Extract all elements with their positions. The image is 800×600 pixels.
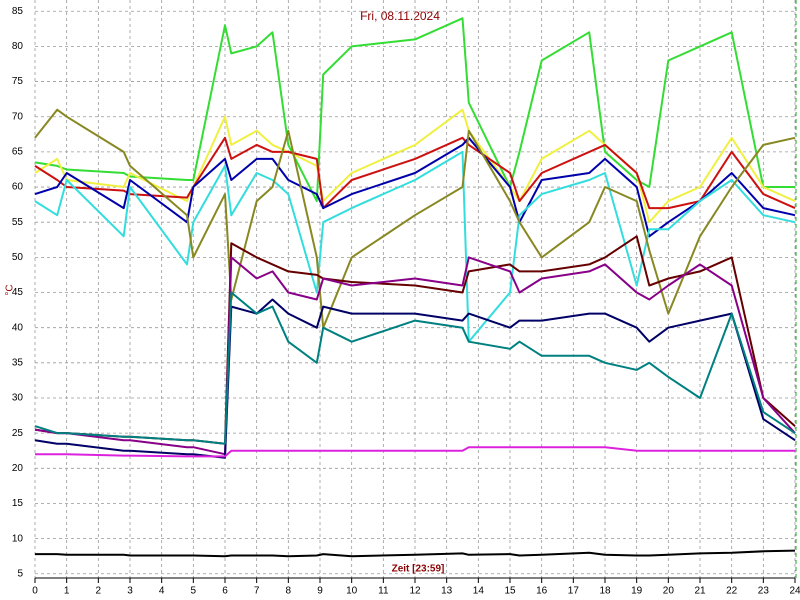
y-tick-label: 35 bbox=[12, 357, 24, 368]
x-tick-label: 15 bbox=[504, 586, 516, 597]
y-tick-label: 25 bbox=[12, 428, 24, 439]
y-tick-label: 30 bbox=[12, 393, 24, 404]
x-tick-label: 7 bbox=[254, 586, 260, 597]
series-line bbox=[34, 136, 796, 238]
y-tick-label: 65 bbox=[12, 147, 24, 158]
series-line bbox=[34, 298, 796, 459]
series-line bbox=[34, 108, 796, 329]
y-tick-label: 75 bbox=[12, 76, 24, 87]
x-tick-label: 22 bbox=[726, 586, 738, 597]
x-axis-label: Zeit [23:59] bbox=[392, 564, 445, 575]
x-tick-label: 14 bbox=[473, 586, 485, 597]
x-tick-label: 0 bbox=[32, 586, 38, 597]
chart-title: Fri, 08.11.2024 bbox=[360, 9, 440, 23]
x-tick-label: 2 bbox=[96, 586, 102, 597]
y-tick-label: 5 bbox=[17, 568, 23, 579]
x-tick-label: 21 bbox=[694, 586, 706, 597]
series-line bbox=[34, 291, 796, 445]
x-tick-label: 17 bbox=[568, 586, 580, 597]
x-tick-label: 1 bbox=[64, 586, 70, 597]
y-tick-label: 60 bbox=[12, 182, 24, 193]
x-tick-label: 3 bbox=[127, 586, 133, 597]
y-tick-label: 40 bbox=[12, 322, 24, 333]
y-tick-label: 70 bbox=[12, 111, 24, 122]
x-tick-label: 8 bbox=[286, 586, 292, 597]
y-tick-label: 85 bbox=[12, 6, 24, 17]
series-line bbox=[34, 256, 796, 456]
x-tick-label: 19 bbox=[631, 586, 643, 597]
x-tick-label: 10 bbox=[346, 586, 358, 597]
y-tick-label: 80 bbox=[12, 41, 24, 52]
y-tick-label: 45 bbox=[12, 287, 24, 298]
x-tick-label: 9 bbox=[317, 586, 323, 597]
x-tick-label: 20 bbox=[663, 586, 675, 597]
series-line bbox=[34, 17, 795, 203]
x-tick-label: 13 bbox=[441, 586, 453, 597]
x-tick-label: 24 bbox=[789, 586, 800, 597]
x-tick-label: 16 bbox=[536, 586, 548, 597]
x-tick-label: 23 bbox=[758, 586, 770, 597]
x-tick-label: 12 bbox=[409, 586, 421, 597]
y-tick-label: 55 bbox=[12, 217, 24, 228]
x-tick-label: 5 bbox=[191, 586, 197, 597]
series-line bbox=[34, 136, 796, 210]
y-tick-label: 20 bbox=[12, 463, 24, 474]
series-line bbox=[34, 150, 796, 343]
y-axis-label: °C bbox=[5, 284, 16, 295]
x-tick-label: 18 bbox=[599, 586, 611, 597]
series-line bbox=[35, 446, 795, 458]
x-tick-label: 6 bbox=[222, 586, 228, 597]
y-tick-label: 15 bbox=[12, 498, 24, 509]
series-line bbox=[35, 549, 796, 558]
x-tick-label: 11 bbox=[378, 586, 389, 597]
y-tick-label: 10 bbox=[12, 533, 24, 544]
y-tick-label: 50 bbox=[12, 252, 24, 263]
x-tick-label: 4 bbox=[159, 586, 165, 597]
